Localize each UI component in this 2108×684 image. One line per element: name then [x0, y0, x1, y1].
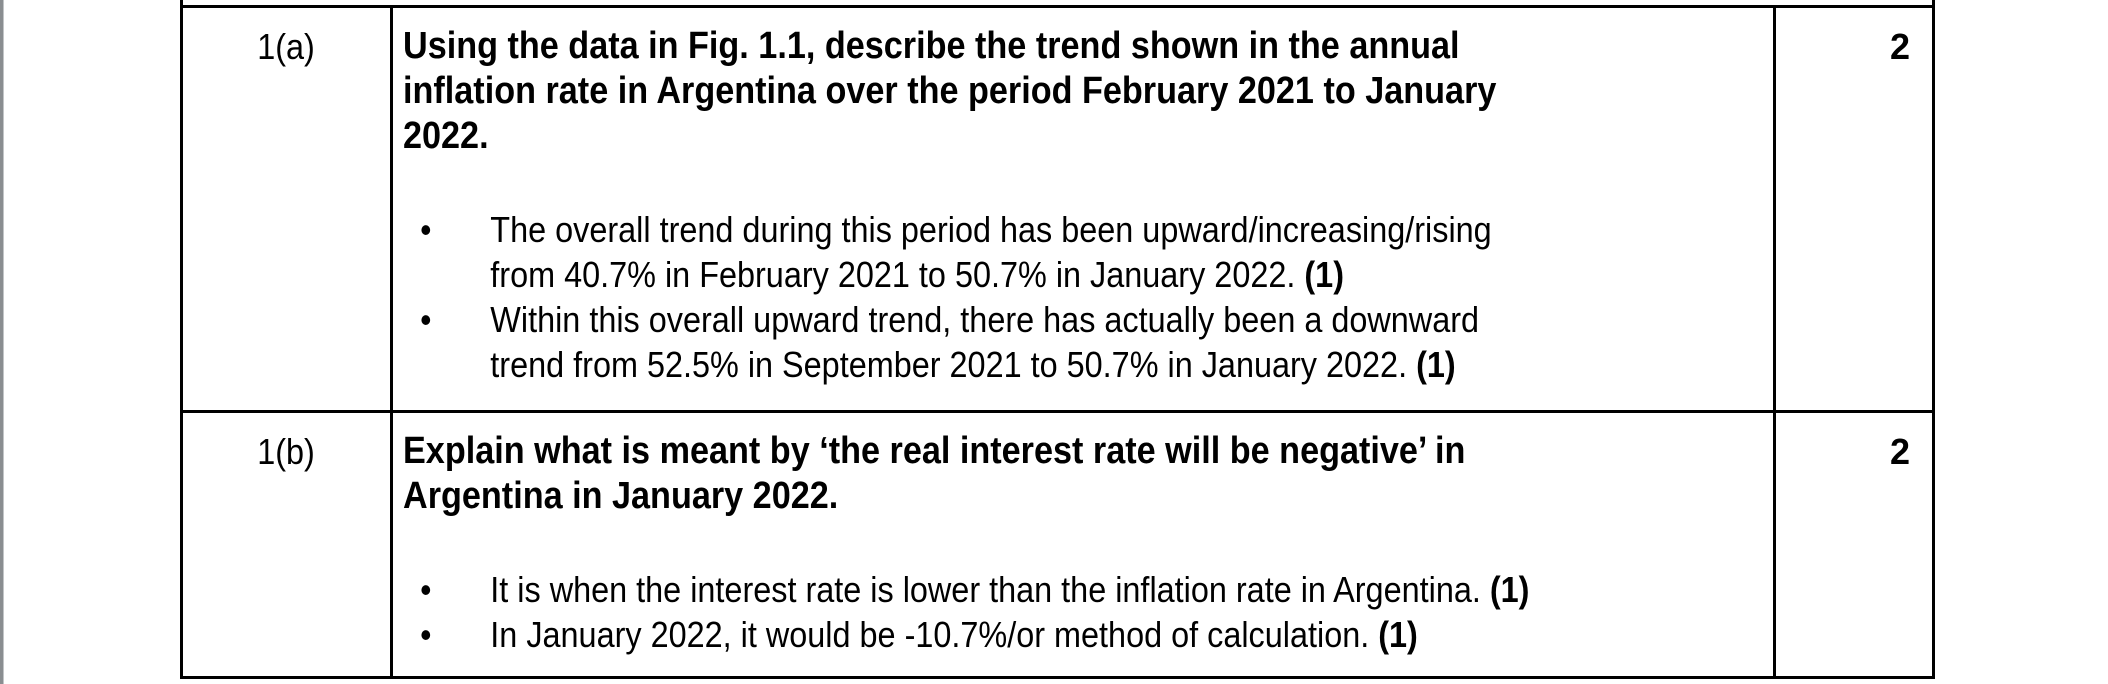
- mark-point-badge: (1): [1489, 569, 1530, 610]
- marks-cell: 2: [1776, 8, 1932, 410]
- bullet-text-body: Within this overall upward trend, there …: [490, 299, 1480, 385]
- bullet-text: Within this overall upward trend, there …: [490, 297, 1743, 387]
- mark-point-badge: (1): [1304, 254, 1344, 295]
- answer-bullet-list: • The overall trend during this period h…: [403, 207, 1743, 387]
- question-number: 1(b): [257, 431, 316, 472]
- marks-cell: 2: [1776, 413, 1932, 676]
- bullet-text: The overall trend during this period has…: [490, 207, 1743, 297]
- answer-cell: Explain what is meant by ‘the real inter…: [393, 413, 1773, 676]
- question-number-cell: 1(a): [183, 8, 390, 410]
- marks-value: 2: [1889, 431, 1910, 472]
- page-edge-line: [0, 0, 4, 684]
- question-text: Using the data in Fig. 1.1, describe the…: [403, 25, 1497, 157]
- table-rule-bottom: [180, 676, 1935, 679]
- bullet-marker: •: [420, 299, 432, 340]
- table-border-right: [1932, 0, 1935, 679]
- bullet-item: • Within this overall upward trend, ther…: [403, 297, 1743, 387]
- table-rule-middle: [180, 410, 1935, 413]
- table-divider-marks: [1773, 5, 1776, 676]
- bullet-marker: •: [420, 569, 432, 610]
- marks-value: 2: [1889, 26, 1910, 67]
- bullet-text: In January 2022, it would be -10.7%/or m…: [490, 612, 1743, 657]
- bullet-text-body: It is when the interest rate is lower th…: [490, 569, 1481, 610]
- bullet-text-body: The overall trend during this period has…: [490, 209, 1492, 295]
- mark-point-badge: (1): [1378, 614, 1418, 655]
- bullet-item: • It is when the interest rate is lower …: [403, 567, 1743, 612]
- question-number-cell: 1(b): [183, 413, 390, 676]
- table-divider-number: [390, 5, 393, 676]
- answer-bullet-list: • It is when the interest rate is lower …: [403, 567, 1743, 657]
- bullet-text-body: In January 2022, it would be -10.7%/or m…: [490, 614, 1370, 655]
- table-rule-top: [180, 5, 1935, 8]
- bullet-marker: •: [420, 209, 432, 250]
- mark-point-badge: (1): [1416, 344, 1456, 385]
- question-number: 1(a): [257, 26, 316, 67]
- question-text: Explain what is meant by ‘the real inter…: [403, 430, 1466, 517]
- bullet-item: • The overall trend during this period h…: [403, 207, 1743, 297]
- bullet-item: • In January 2022, it would be -10.7%/or…: [403, 612, 1743, 657]
- table-border-left: [180, 0, 183, 679]
- answer-cell: Using the data in Fig. 1.1, describe the…: [393, 8, 1773, 410]
- bullet-text: It is when the interest rate is lower th…: [490, 567, 1743, 612]
- bullet-marker: •: [420, 614, 432, 655]
